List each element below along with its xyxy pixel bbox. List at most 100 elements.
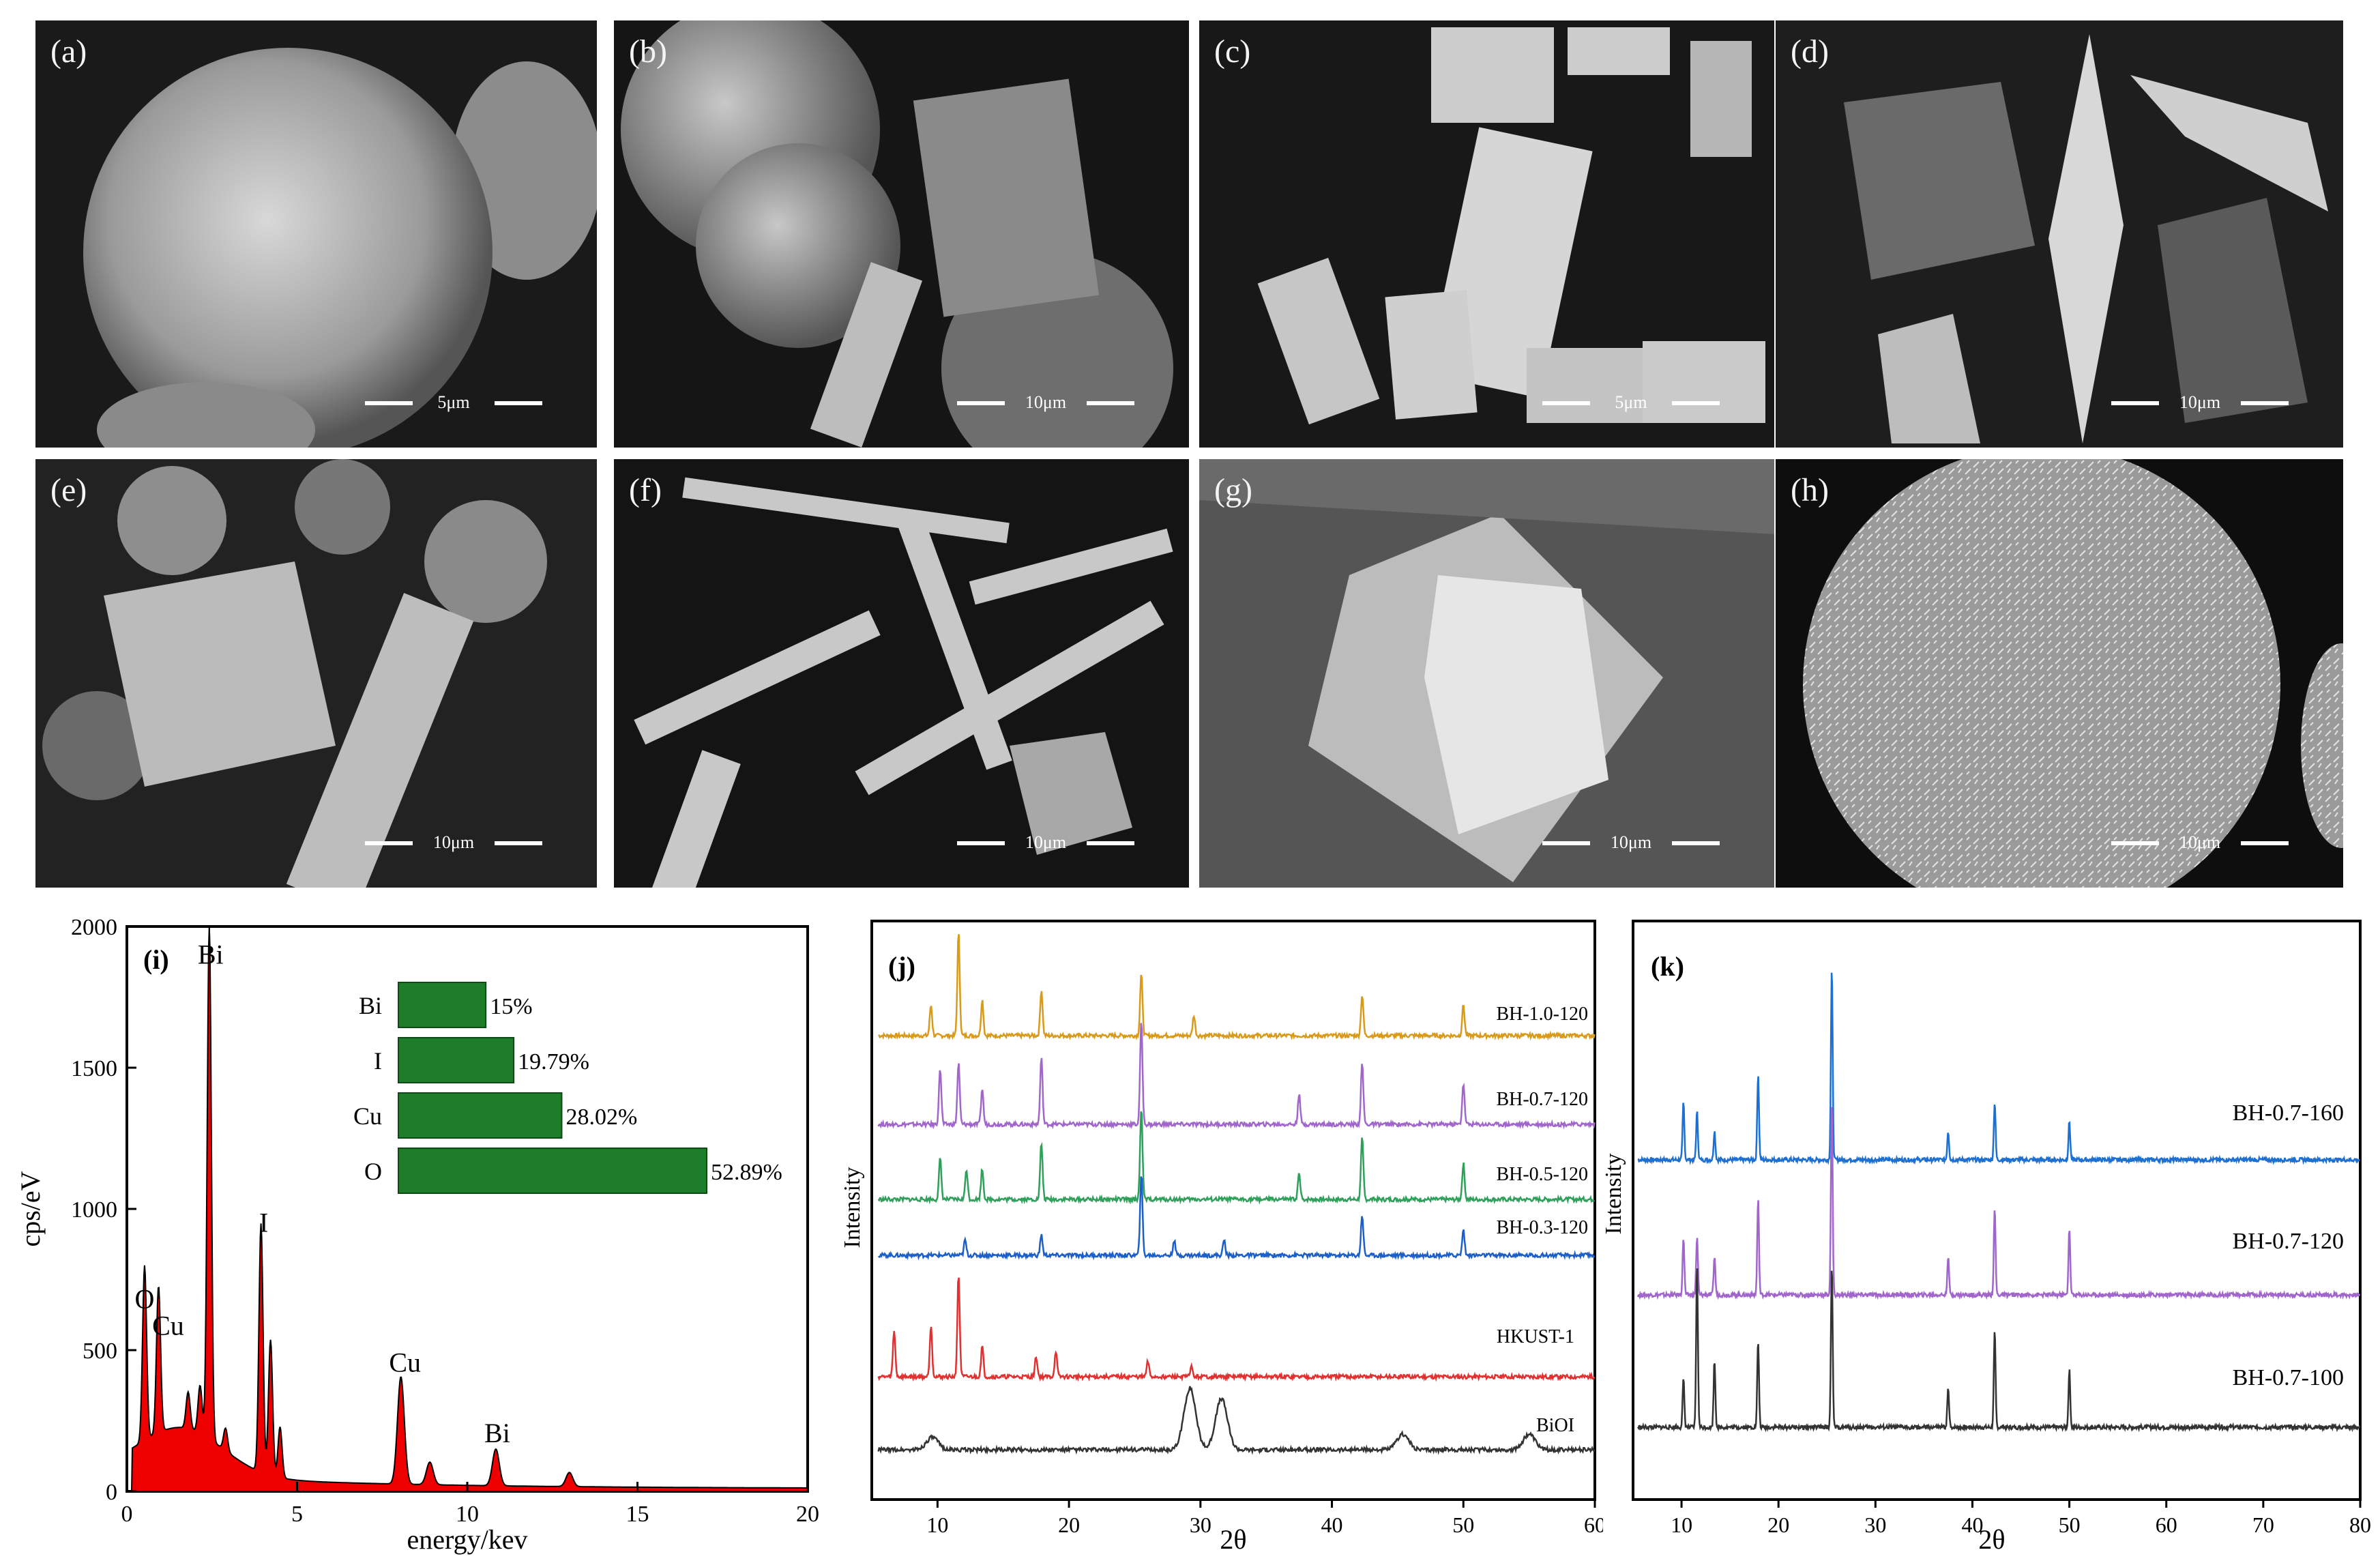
sem-panel-d: (d) 10μm (1776, 20, 2343, 448)
xrd-xtick-label: 30 (1190, 1513, 1211, 1537)
eds-peak-label: Bi (484, 1418, 510, 1448)
panel-label-k: (k) (1651, 951, 1684, 982)
xrd-k-xlabel: 2θ (1978, 1524, 2005, 1555)
xrd-chart-j: BH-1.0-120 BH-0.7-120 BH-0.5-120 BH-0.3-120… (832, 907, 1606, 1560)
sem-image-f (614, 459, 1189, 888)
inset-bar (398, 1148, 707, 1194)
sem-image-a (35, 20, 597, 448)
eds-ytick-label: 2000 (71, 915, 117, 940)
xrd-chart-j-svg: BH-1.0-120 BH-0.7-120 BH-0.5-120 BH-0.3-120… (840, 920, 1606, 1555)
scale-label-c: 5μm (1615, 392, 1647, 412)
eds-xtick-label: 10 (456, 1502, 479, 1527)
xrd-series-label: BH-0.7-100 (2233, 1365, 2344, 1390)
xrd-series-label: BH-0.7-120 (2233, 1229, 2344, 1254)
xrd-series-label: BH-0.7-120 (1496, 1089, 1588, 1110)
scale-label-d: 10μm (2179, 392, 2221, 412)
inset-bar-value: 19.79% (518, 1049, 589, 1075)
sem-image-g (1199, 459, 1774, 888)
scale-label-e: 10μm (432, 832, 475, 852)
inset-bar (398, 982, 487, 1028)
xrd-xtick-label: 40 (1321, 1513, 1343, 1537)
eds-chart: 0 5 10 15 20 0 500 1000 1500 2000 O Cu Bi I Cu Bi Bi 1… (0, 907, 832, 1560)
scale-bar-e: 10μm (365, 829, 542, 859)
inset-bar (398, 1037, 515, 1083)
eds-xtick-label: 20 (796, 1502, 819, 1527)
eds-peak-label: O (135, 1283, 155, 1314)
sem-panel-f: (f) 10μm (614, 459, 1189, 888)
xrd-xtick-label: 20 (1767, 1513, 1789, 1537)
xrd-xtick-label: 60 (1584, 1513, 1603, 1537)
sem-panel-h: (h) 10μm (1776, 459, 2343, 888)
xrd-series-line (877, 1277, 1596, 1382)
sem-panel-b: (b) 10μm (614, 20, 1189, 448)
scale-label-g: 10μm (1610, 832, 1652, 852)
xrd-j-plot-frame (870, 920, 1596, 1501)
sem-image-d (1776, 20, 2343, 448)
xrd-series-line (877, 1111, 1595, 1205)
panel-label-f: (f) (629, 472, 662, 508)
xrd-series-label: BH-0.7-160 (2233, 1100, 2344, 1126)
xrd-xtick-label: 10 (1671, 1513, 1692, 1537)
eds-ylabel: cps/eV (15, 1171, 46, 1246)
inset-bar-value: 52.89% (711, 1160, 782, 1185)
panel-label-j: (j) (888, 951, 915, 982)
inset-bar-category: Cu (353, 1102, 382, 1130)
xrd-k-ylabel: Intensity (1601, 1154, 1626, 1235)
panel-label-h: (h) (1791, 472, 1829, 508)
sem-image-h (1776, 459, 2343, 888)
xrd-series-label: BH-1.0-120 (1496, 1004, 1588, 1025)
xrd-series-label: BH-0.3-120 (1496, 1217, 1588, 1238)
eds-ytick-label: 500 (83, 1339, 117, 1364)
xrd-k-plot-frame (1632, 920, 2362, 1501)
xrd-j-ylabel: Intensity (840, 1167, 865, 1248)
xrd-xtick-label: 80 (2349, 1513, 2371, 1537)
panel-label-g: (g) (1214, 472, 1252, 508)
scale-bar-b: 10μm (957, 389, 1134, 419)
inset-bar (398, 1092, 563, 1139)
xrd-xtick-label: 40 (1961, 1513, 1983, 1537)
eds-xtick-label: 15 (626, 1502, 649, 1527)
xrd-chart-k-svg: BH-0.7-160 BH-0.7-120 BH-0.7-100 10 20 30 40 5… (1601, 920, 2371, 1555)
scale-bar-f: 10μm (957, 829, 1134, 859)
xrd-series-line (877, 1023, 1596, 1130)
xrd-series-label: BH-0.5-120 (1496, 1164, 1588, 1185)
xrd-series-line (1637, 1268, 2361, 1433)
sem-image-b (614, 20, 1189, 448)
scale-label-a: 5μm (437, 392, 470, 412)
xrd-xtick-label: 20 (1058, 1513, 1080, 1537)
inset-bar-value: 28.02% (565, 1105, 637, 1130)
xrd-series-label: BiOI (1536, 1415, 1574, 1436)
xrd-series-line (878, 934, 1596, 1041)
panel-label-a: (a) (50, 33, 87, 70)
scale-label-b: 10μm (1025, 392, 1067, 412)
inset-bar-category: I (374, 1047, 382, 1075)
sem-image-e (35, 459, 597, 888)
xrd-xtick-label: 70 (2252, 1513, 2274, 1537)
xrd-xtick-label: 30 (1864, 1513, 1886, 1537)
xrd-series-line (1637, 972, 2360, 1165)
xrd-series-line (877, 1176, 1596, 1261)
scale-bar-a: 5μm (365, 389, 542, 419)
xrd-series-line (1636, 1107, 2361, 1300)
sem-panel-a: (a) 5μm (35, 20, 597, 448)
scale-bar-g: 10μm (1542, 829, 1720, 859)
sem-panel-c: (c) 5μm (1199, 20, 1774, 448)
xrd-chart-k: BH-0.7-160 BH-0.7-120 BH-0.7-100 10 20 30 40 5… (1596, 907, 2380, 1560)
eds-ytick-label: 1000 (71, 1197, 117, 1223)
panel-label-d: (d) (1791, 33, 1829, 70)
eds-xtick-label: 0 (121, 1502, 133, 1527)
scale-bar-d: 10μm (2111, 389, 2289, 419)
eds-xlabel: energy/kev (407, 1524, 528, 1555)
xrd-xtick-label: 10 (926, 1513, 948, 1537)
panel-label-b: (b) (629, 33, 667, 70)
scale-bar-c: 5μm (1542, 389, 1720, 419)
eds-peak-label: I (259, 1208, 268, 1238)
scale-label-h: 10μm (2179, 832, 2221, 852)
sem-panel-e: (e) 10μm (35, 459, 597, 888)
xrd-xtick-label: 60 (2156, 1513, 2177, 1537)
eds-peak-label: Cu (389, 1347, 421, 1378)
eds-xtick-label: 5 (291, 1502, 303, 1527)
xrd-xtick-label: 50 (2059, 1513, 2081, 1537)
xrd-xtick-label: 50 (1452, 1513, 1474, 1537)
